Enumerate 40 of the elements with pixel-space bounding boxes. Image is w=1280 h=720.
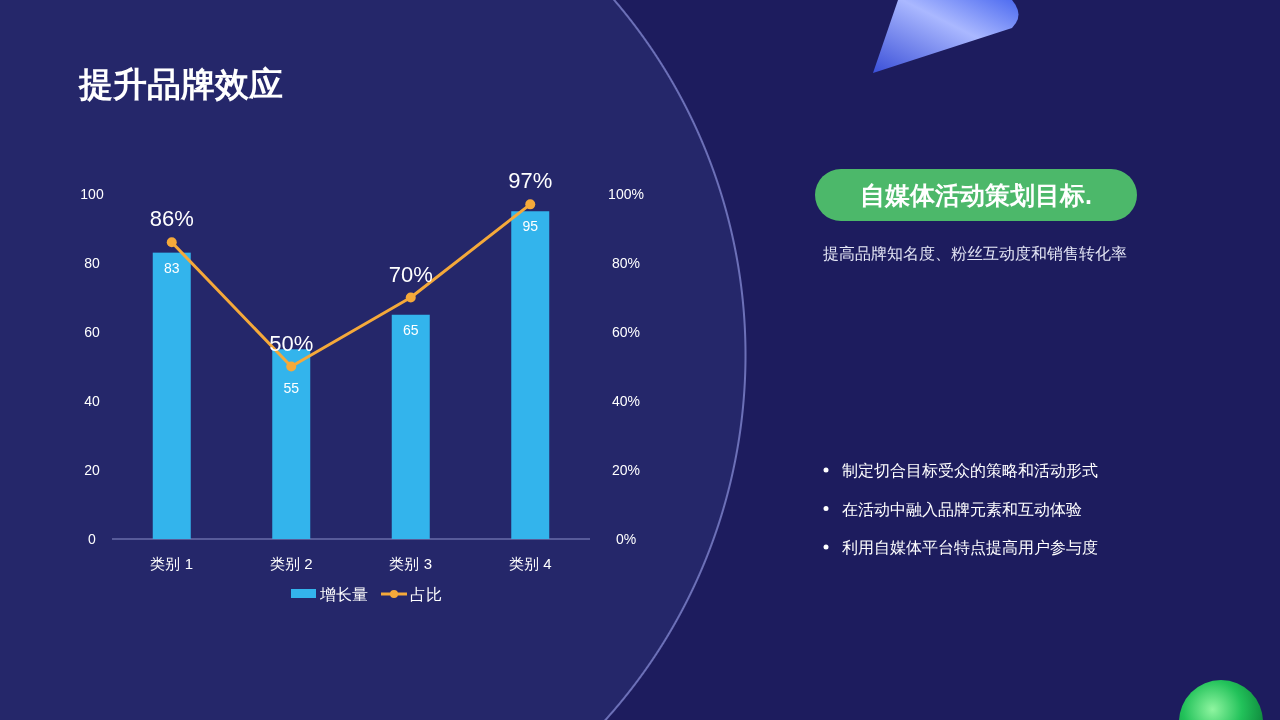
text: 自媒体活动策划目标. — [860, 181, 1092, 209]
data-label: 65 — [402, 321, 419, 338]
data-label: 70% — [388, 261, 433, 287]
y-tick-label: 40 — [84, 393, 100, 409]
data-label: 86% — [149, 206, 194, 232]
point — [525, 199, 536, 210]
y2-tick-label: 40% — [611, 393, 641, 409]
point — [405, 292, 416, 303]
text: 利用自媒体平台特点提高用户参与度 — [842, 539, 1098, 556]
y2-tick-label: 100% — [608, 186, 644, 202]
y-tick-label: 100 — [80, 186, 104, 202]
x-tick-label: 类别 4 — [508, 555, 552, 572]
x-tick-label: 类别 2 — [269, 555, 313, 572]
data-label: 95 — [522, 218, 539, 235]
data-label: 97% — [508, 168, 553, 194]
x-tick-label: 类别 1 — [150, 555, 194, 572]
bar — [511, 211, 550, 539]
data-label: 55 — [283, 379, 300, 396]
bar — [152, 252, 191, 539]
legend-label: 占比 — [410, 586, 442, 603]
legend-label: 增长量 — [319, 586, 368, 603]
text: 提高品牌知名度、粉丝互动度和销售转化率 — [823, 245, 1127, 262]
text: 制定切合目标受众的策略和活动形式 — [842, 462, 1098, 479]
y-tick-label: 60 — [84, 324, 100, 340]
x-tick-label: 类别 3 — [389, 555, 433, 572]
text: 在活动中融入品牌元素和互动体验 — [842, 500, 1082, 518]
y-tick-label: 80 — [84, 255, 100, 271]
y-tick-label: 20 — [84, 462, 100, 478]
point — [166, 237, 177, 248]
data-label: 50% — [269, 330, 314, 356]
y-tick-label: 0 — [88, 531, 97, 547]
data-label: 83 — [163, 259, 180, 276]
point — [286, 361, 297, 372]
y2-tick-label: 60% — [611, 324, 641, 340]
y2-tick-label: 80% — [611, 255, 641, 271]
chart-title: 提升品牌效应 — [78, 65, 283, 103]
bar — [272, 349, 311, 539]
bar — [391, 314, 430, 539]
y2-tick-label: 20% — [611, 462, 641, 478]
y2-tick-label: 0% — [615, 531, 637, 547]
